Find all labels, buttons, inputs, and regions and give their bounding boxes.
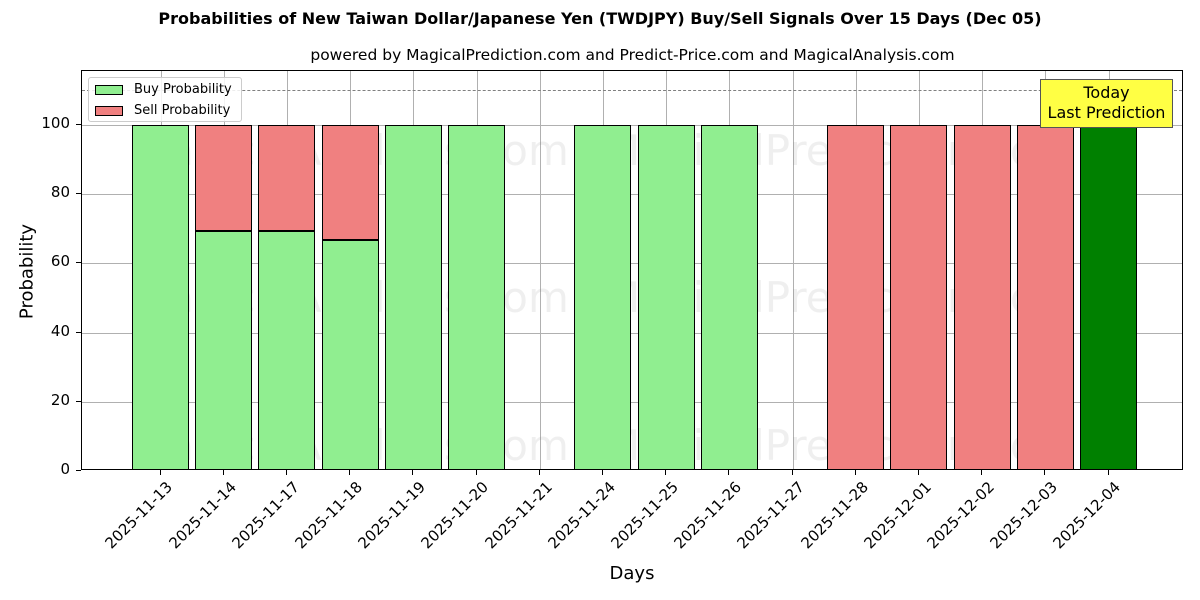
x-tick-mark: [854, 470, 856, 475]
y-tick-label: 80: [50, 183, 70, 202]
sell-bar: [1016, 125, 1074, 469]
buy-bar: [195, 230, 253, 469]
legend-item-buy: Buy Probability: [95, 82, 232, 97]
x-tick-label: 2025-11-21: [481, 478, 556, 553]
grid-line-horizontal: [82, 401, 1182, 403]
x-axis-label: Days: [609, 563, 655, 584]
x-tick-mark: [665, 470, 667, 475]
y-tick-mark: [76, 400, 81, 402]
buy-bar: [384, 125, 442, 469]
plot-area: MagicalAnalysis.comMagicalPrediction.com…: [81, 70, 1183, 470]
x-tick-mark: [981, 470, 983, 475]
y-axis-label: Probability: [16, 223, 38, 320]
buy-bar: [448, 125, 505, 469]
x-tick-label: 2025-11-18: [291, 478, 366, 553]
sell-bar: [953, 125, 1011, 469]
grid-line-vertical: [792, 71, 794, 469]
legend: Buy Probability Sell Probability: [88, 77, 242, 122]
x-tick-mark: [791, 470, 793, 475]
y-tick-label: 100: [41, 114, 70, 132]
x-tick-mark: [728, 470, 730, 475]
sell-swatch: [95, 105, 123, 116]
y-tick-label: 40: [50, 321, 70, 340]
x-tick-label: 2025-12-01: [860, 478, 935, 553]
y-tick-mark: [76, 262, 81, 264]
sell-bar: [827, 125, 885, 469]
x-tick-label: 2025-11-25: [607, 478, 682, 553]
x-tick-mark: [917, 470, 919, 475]
x-tick-label: 2025-11-24: [544, 478, 619, 553]
x-tick-mark: [412, 470, 414, 475]
grid-line-horizontal: [82, 125, 1182, 126]
y-tick-label: 0: [60, 460, 70, 478]
buy-bar: [700, 125, 758, 469]
reference-line: [82, 90, 1182, 92]
sell-bar: [890, 125, 948, 469]
x-tick-mark: [285, 470, 287, 475]
buy-bar: [258, 230, 316, 469]
x-tick-label: 2025-11-19: [354, 478, 430, 553]
x-tick-label: 2025-11-20: [417, 478, 493, 553]
x-tick-mark: [538, 470, 540, 475]
x-tick-label: 2025-12-04: [1049, 478, 1125, 553]
x-tick-label: 2025-11-28: [797, 478, 872, 553]
x-tick-label: 2025-11-14: [165, 478, 240, 553]
x-tick-mark: [1107, 470, 1109, 475]
x-tick-mark: [1044, 470, 1046, 475]
y-tick-mark: [76, 193, 81, 195]
grid-line-horizontal: [82, 263, 1182, 265]
x-tick-mark: [159, 470, 161, 475]
grid-line-horizontal: [82, 332, 1182, 334]
buy-bar: [637, 125, 695, 469]
y-tick-mark: [76, 124, 81, 125]
chart-title: Probabilities of New Taiwan Dollar/Japan…: [158, 9, 1042, 28]
y-tick-mark: [76, 331, 81, 333]
x-tick-label: 2025-12-02: [923, 478, 998, 553]
legend-label-buy: Buy Probability: [134, 82, 232, 97]
x-tick-mark: [601, 470, 603, 475]
today-label: Today: [1083, 83, 1130, 102]
x-tick-label: 2025-11-26: [670, 478, 746, 553]
today-annotation: Today Last Prediction: [1040, 79, 1173, 128]
buy-bar: [132, 125, 189, 469]
y-tick-mark: [76, 470, 81, 471]
x-tick-label: 2025-11-27: [733, 478, 809, 553]
x-tick-label: 2025-12-03: [986, 478, 1062, 553]
chart-subtitle: powered by MagicalPrediction.com and Pre…: [310, 46, 955, 64]
legend-item-sell: Sell Probability: [95, 103, 230, 118]
grid-line-vertical: [539, 71, 541, 469]
y-tick-label: 60: [50, 252, 70, 271]
buy-bar: [1080, 125, 1137, 469]
x-tick-mark: [222, 470, 224, 475]
x-tick-mark: [349, 470, 351, 475]
grid-line-horizontal: [82, 194, 1182, 196]
sell-bar: [258, 125, 316, 231]
buy-swatch: [95, 84, 123, 95]
x-tick-label: 2025-11-17: [228, 478, 303, 553]
sell-bar: [195, 125, 253, 231]
last-prediction-label: Last Prediction: [1047, 103, 1166, 122]
buy-bar: [574, 125, 632, 469]
legend-label-sell: Sell Probability: [134, 103, 231, 118]
buy-bar: [321, 239, 379, 469]
y-tick-label: 20: [50, 390, 70, 409]
sell-bar: [321, 125, 379, 240]
x-tick-label: 2025-11-13: [101, 478, 177, 553]
x-tick-mark: [475, 470, 477, 475]
